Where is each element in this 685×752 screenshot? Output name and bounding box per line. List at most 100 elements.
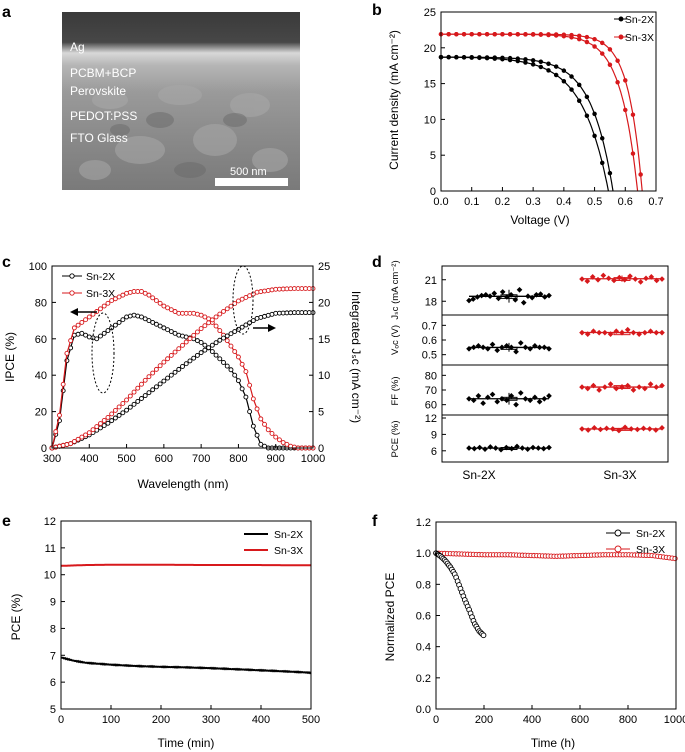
panel-d-point-sn2x xyxy=(503,343,510,349)
ipce-point-sn-3x-right xyxy=(239,296,245,302)
panel-c-xtick-label: 1000 xyxy=(301,453,325,465)
panel-f-xtick-label: 600 xyxy=(571,714,589,726)
jv-point-sn-2x xyxy=(469,55,474,60)
panel-b-ylabel: Current density (mA cm⁻²) xyxy=(387,30,401,170)
panel-d-point-sn3x xyxy=(607,331,614,337)
ipce-point-sn-3x-left xyxy=(98,306,103,312)
ipce-point-sn-2x-right xyxy=(194,352,200,358)
ipce-point-sn-2x-left xyxy=(247,409,253,415)
panel-d-row-ytick-label: 9 xyxy=(431,429,437,441)
panel-d-point-sn2x xyxy=(504,294,510,300)
ipce-point-sn-2x-right xyxy=(172,369,178,375)
panel-d-row-ytick-label: 80 xyxy=(425,370,437,382)
ipce-point-sn-2x-left xyxy=(94,336,100,342)
panel-d-point-sn3x xyxy=(591,425,598,431)
panel-d-point-sn3x xyxy=(636,384,642,390)
panel-d-point-sn2x xyxy=(514,443,520,450)
panel-d-row-ytick-label: 0.6 xyxy=(422,335,437,347)
panel-f-legend-sn3x: Sn-3X xyxy=(636,544,665,556)
ipce-point-sn-3x-left xyxy=(235,354,241,360)
panel-e-xlabel: Time (min) xyxy=(158,736,215,750)
jv-point-sn-2x xyxy=(530,62,536,67)
ipce-point-sn-3x-right xyxy=(131,389,137,395)
ipce-point-sn-3x-right xyxy=(224,306,230,312)
panel-f-xlabel: Time (h) xyxy=(531,736,575,750)
pce-time-line-sn-3x xyxy=(60,563,311,567)
ipce-point-sn-3x-right xyxy=(109,411,115,417)
ipce-point-sn-3x-left xyxy=(172,309,178,314)
panel-b-xtick-label: 0.6 xyxy=(618,196,633,208)
panel-d-point-sn3x xyxy=(653,384,660,390)
jv-point-sn-3x xyxy=(592,44,597,49)
panel-c-ytick-label: 20 xyxy=(35,407,47,419)
ipce-point-sn-3x-right xyxy=(68,441,74,447)
panel-c-ylabel-right: Integrated Jₛc (mA cm⁻²) xyxy=(349,291,363,423)
panel-e-xtick-label: 200 xyxy=(152,714,170,726)
panel-c-ytick-label: 40 xyxy=(35,370,47,382)
ipce-point-sn-3x-right xyxy=(79,434,85,440)
ipce-point-sn-3x-right xyxy=(183,339,189,345)
panel-e-ytick-label: 8 xyxy=(50,623,56,635)
panel-d-point-sn2x xyxy=(533,291,540,298)
panel-c-xtick-label: 700 xyxy=(192,453,210,465)
ipce-point-sn-3x-left xyxy=(90,311,96,317)
jv-point-sn-3x xyxy=(592,36,597,42)
ipce-point-sn-3x-left xyxy=(250,396,256,402)
panel-c-ylabel-left: IPCE (%) xyxy=(3,332,17,382)
panel-f-legend-sn2x: Sn-2X xyxy=(636,528,665,540)
ipce-point-sn-3x-right xyxy=(206,320,212,326)
panel-d-row-ytick-label: 0.7 xyxy=(422,320,437,332)
ipce-point-sn-2x-right xyxy=(213,340,219,346)
panel-d-point-sn3x xyxy=(590,382,597,389)
panel-d-point-sn3x xyxy=(636,331,642,337)
panel-d-point-sn3x xyxy=(607,381,614,387)
ipce-point-sn-3x-right xyxy=(112,407,118,413)
panel-d-row-label-jsc: Jₛc (mA cm⁻²) xyxy=(390,260,401,319)
panel-d-point-sn2x xyxy=(494,347,501,354)
jv-point-sn-3x xyxy=(484,31,490,37)
ipce-point-sn-3x-right xyxy=(135,385,141,391)
ipce-point-sn-3x-left xyxy=(116,294,122,300)
normalized-point-sn2x xyxy=(480,632,487,639)
ipce-point-sn-2x-right xyxy=(176,366,182,372)
panel-d-point-sn3x xyxy=(628,426,635,432)
panel-d-point-sn2x xyxy=(499,344,505,351)
ipce-point-sn-2x-right xyxy=(131,401,137,407)
panel-d-point-sn3x xyxy=(584,331,591,337)
jv-point-sn-2x xyxy=(553,64,559,69)
pce-time-line-sn-2x xyxy=(60,656,312,675)
panel-c-right-ytick-label: 20 xyxy=(318,297,330,309)
jv-point-sn-3x xyxy=(630,151,636,156)
panel-d-point-sn3x xyxy=(616,274,623,281)
panel-d-point-sn2x xyxy=(480,400,486,407)
ipce-point-sn-3x-right xyxy=(243,294,249,300)
jv-point-sn-2x xyxy=(507,57,513,63)
panel-d-point-sn2x xyxy=(536,398,543,405)
panel-b-frame xyxy=(440,11,657,192)
jv-point-sn-3x xyxy=(530,32,536,37)
panel-d-point-sn3x xyxy=(605,275,612,282)
panel-d-point-sn2x xyxy=(489,341,496,348)
panel-d-point-sn3x xyxy=(653,277,660,284)
panel-d-group-sn3x: Sn-3X xyxy=(603,468,636,482)
panel-d-point-sn3x xyxy=(637,279,644,285)
jv-point-sn-2x xyxy=(546,68,551,73)
panel-d-statistics-chart: 18 21 0.5 0.6 0.7 60 70 80 6 9 12 xyxy=(422,265,669,463)
panel-d-point-sn3x xyxy=(642,385,648,392)
panel-f-xtick-label: 800 xyxy=(619,714,637,726)
ipce-point-sn-2x-right xyxy=(153,384,159,390)
panel-b-ytick-label: 25 xyxy=(424,7,436,19)
normalized-point-sn3x xyxy=(672,555,678,562)
ipce-point-sn-3x-right xyxy=(98,421,103,426)
ipce-point-sn-3x-right xyxy=(139,381,144,387)
panel-d-point-sn3x xyxy=(647,381,654,387)
jv-point-sn-2x xyxy=(592,133,597,139)
panel-d-point-sn2x xyxy=(508,393,515,399)
panel-d-point-sn2x xyxy=(484,345,491,352)
ipce-point-sn-2x-right xyxy=(150,387,156,393)
jv-point-sn-2x xyxy=(477,55,482,61)
ipce-point-sn-2x-right xyxy=(187,358,193,364)
ipce-point-sn-2x-right xyxy=(168,372,174,378)
ipce-point-sn-3x-left xyxy=(153,298,159,304)
ipce-point-sn-3x-right xyxy=(90,427,96,433)
